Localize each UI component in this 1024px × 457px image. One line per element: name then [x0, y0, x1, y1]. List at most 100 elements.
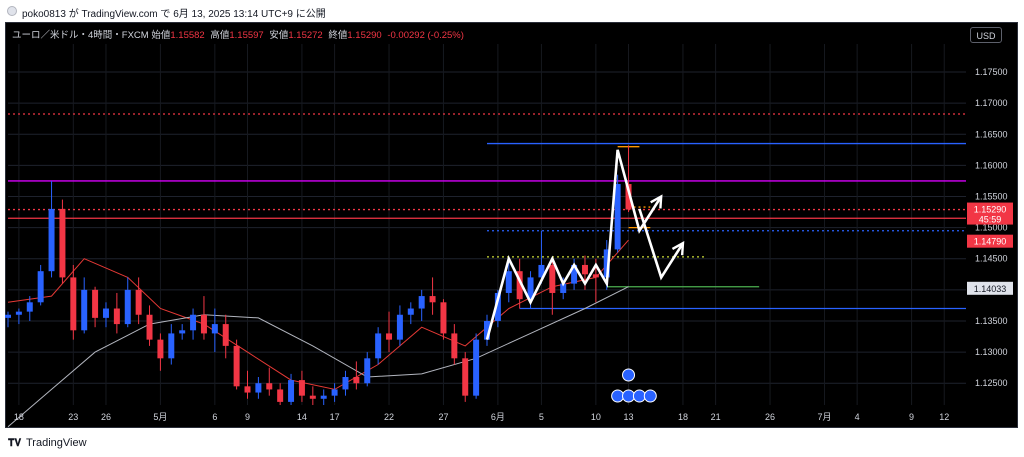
candle-body	[614, 184, 621, 250]
price-tick-label: 1.12500	[975, 378, 1008, 388]
candle-body	[37, 271, 44, 303]
time-tick-label: 12	[939, 412, 949, 422]
candle-body	[190, 314, 197, 331]
candle-body	[571, 264, 578, 284]
time-tick-label: 13	[624, 412, 634, 422]
close-value: 1.15290	[347, 30, 382, 41]
candle-body	[364, 358, 371, 384]
time-axis: 18 23 26 5月 6 9 14 17 22 27 6月 5 10 13 18 21 26 7月 4 9 12	[14, 412, 949, 422]
time-tick-label: 6月	[491, 412, 505, 422]
candle-body	[625, 184, 632, 210]
price-tick-label: 1.17000	[975, 98, 1008, 108]
candle-body	[168, 333, 175, 359]
candle-body	[527, 277, 534, 300]
price-tick-label: 1.16500	[975, 129, 1008, 139]
candle-body	[538, 264, 545, 278]
open-value: 1.15582	[170, 30, 205, 41]
price-tick-label: 1.15500	[975, 191, 1008, 201]
candle-body	[375, 333, 382, 359]
candle-body	[386, 333, 393, 340]
high-value: 1.15597	[229, 30, 264, 41]
candle-body	[244, 386, 251, 393]
candle-body	[516, 271, 523, 300]
candle-body	[146, 314, 153, 340]
high-label: 高値	[210, 30, 230, 41]
candle-body	[549, 264, 556, 293]
moving-average-line	[7, 286, 629, 428]
candle-body	[92, 289, 99, 318]
grid-lines	[8, 44, 966, 405]
price-tick-label: 1.15000	[975, 223, 1008, 233]
time-tick-label: 14	[297, 412, 307, 422]
time-tick-label: 23	[68, 412, 78, 422]
price-tick-label: 1.13500	[975, 316, 1008, 326]
candle-body	[505, 271, 512, 293]
candle-body	[15, 311, 22, 315]
candle-body	[462, 358, 469, 396]
candle-body	[157, 339, 164, 359]
candle-body	[277, 389, 284, 402]
publish-info: poko0813 が TradingView.com で 6月 13, 2025…	[22, 9, 326, 20]
ma-price-badge: 1.14033	[967, 281, 1013, 295]
candle-body	[179, 330, 186, 334]
time-tick-label: 4	[855, 412, 860, 422]
level-price-badge-bg	[967, 234, 1013, 248]
time-tick-label: 18	[678, 412, 688, 422]
horizontal-levels	[8, 113, 966, 310]
candle-body	[102, 308, 109, 318]
candle-body	[560, 283, 567, 293]
time-tick-label: 22	[384, 412, 394, 422]
low-value: 1.15272	[288, 30, 323, 41]
ma-price-badge-text: 1.14033	[974, 284, 1007, 294]
footer: 𝐓𝐕 TradingView	[0, 428, 1024, 457]
moving-average-line	[7, 239, 629, 390]
time-tick-label: 17	[330, 412, 340, 422]
time-tick-label: 18	[14, 412, 24, 422]
candle-body	[342, 376, 349, 390]
time-tick-label: 10	[591, 412, 601, 422]
ma-price-badge-bg	[967, 281, 1013, 295]
economic-events	[611, 368, 657, 403]
candle-body	[581, 264, 588, 275]
price-tick-label: 1.14500	[975, 254, 1008, 264]
candles	[5, 145, 632, 405]
candle-body	[309, 395, 316, 399]
candle-body	[135, 289, 142, 315]
moving-averages	[7, 239, 629, 428]
candle-body	[113, 308, 120, 325]
candle-body	[440, 302, 447, 334]
change-value: -0.00292 (-0.25%)	[387, 30, 464, 41]
candle-body	[429, 296, 436, 303]
level-price-badge-text: 1.14790	[974, 237, 1007, 247]
publish-header: poko0813 が TradingView.com で 6月 13, 2025…	[0, 0, 1024, 22]
current-price-badge-text: 45:59	[979, 215, 1002, 225]
symbol-name: ユーロ／米ドル・4時間・FXCM	[12, 30, 149, 41]
time-tick-label: 9	[245, 412, 250, 422]
candle-body	[418, 296, 425, 309]
candle-body	[255, 383, 262, 393]
level-price-badge: 1.14790	[967, 234, 1013, 248]
event-flag-icon	[622, 368, 636, 382]
time-tick-label: 7月	[817, 412, 831, 422]
time-tick-label: 9	[909, 412, 914, 422]
arrow-head	[650, 194, 663, 209]
projection-zigzag	[638, 208, 685, 281]
chart-frame[interactable]	[5, 22, 1018, 428]
tradingview-logo-icon: 𝐓𝐕	[8, 438, 22, 449]
event-flag-icon	[622, 389, 636, 403]
candle-body	[298, 380, 305, 396]
price-tick-label: 1.16000	[975, 160, 1008, 170]
price-axis: 1.17500 1.17000 1.16500 1.16000 1.15500 1.150…	[967, 67, 1013, 388]
candle-body	[26, 302, 33, 312]
price-tick-label: 1.13000	[975, 347, 1008, 357]
candle-body	[124, 289, 131, 325]
candle-body	[5, 314, 11, 318]
candle-body	[603, 249, 610, 278]
candle-body	[81, 289, 88, 331]
candle-body	[473, 339, 480, 396]
candle-body	[320, 395, 327, 399]
currency-button[interactable]: USD	[970, 27, 1002, 43]
low-label: 安値	[269, 30, 289, 41]
